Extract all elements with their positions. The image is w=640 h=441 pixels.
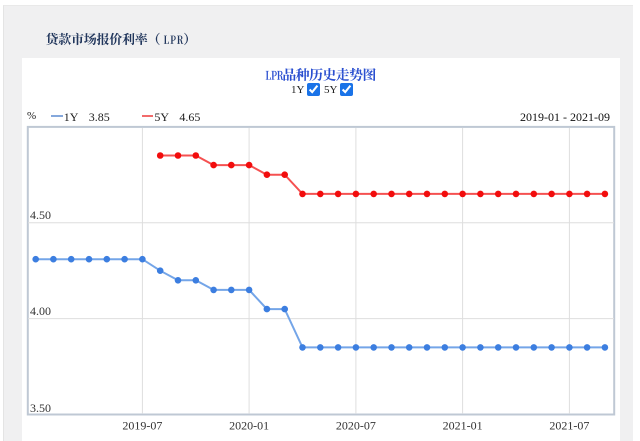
- svg-text:2021-01: 2021-01: [443, 419, 483, 433]
- svg-text:2021-07: 2021-07: [549, 419, 589, 433]
- svg-text:2020-01: 2020-01: [229, 419, 269, 433]
- svg-text:3.50: 3.50: [30, 401, 51, 415]
- svg-text:2020-07: 2020-07: [336, 419, 376, 433]
- svg-text:4.00: 4.00: [30, 304, 51, 318]
- svg-text:2019-07: 2019-07: [122, 419, 162, 433]
- svg-text:4.50: 4.50: [30, 208, 51, 222]
